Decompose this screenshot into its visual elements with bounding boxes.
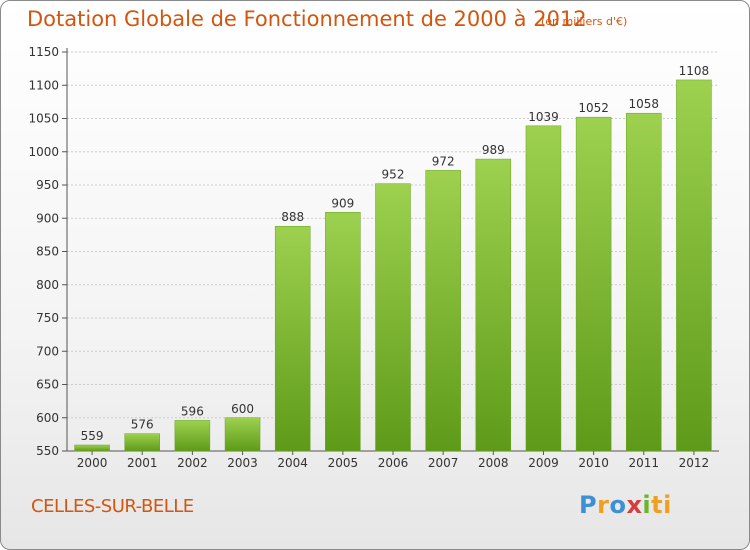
bar bbox=[425, 170, 461, 452]
x-tick-label: 2009 bbox=[528, 456, 559, 470]
y-tick-label: 750 bbox=[36, 311, 59, 325]
bar bbox=[626, 112, 662, 452]
chart-subtitle: (en milliers d'€) bbox=[541, 15, 628, 28]
bar bbox=[325, 212, 361, 452]
y-tick-label: 900 bbox=[36, 211, 59, 225]
x-tick-label: 2006 bbox=[378, 456, 409, 470]
data-label: 989 bbox=[482, 143, 505, 157]
bar bbox=[174, 420, 211, 452]
y-tick-label: 950 bbox=[36, 178, 59, 192]
labels: 550 600 650 700 750 800 850 900 950 1000 1050 1100 1… bbox=[28, 45, 709, 470]
data-label: 1039 bbox=[528, 110, 559, 124]
x-tick-label: 2008 bbox=[478, 456, 509, 470]
x-tick-label: 2012 bbox=[679, 456, 710, 470]
data-label: 972 bbox=[432, 154, 455, 168]
data-label: 1108 bbox=[679, 64, 710, 78]
proxiti-logo: Proxiti bbox=[579, 491, 672, 519]
bar bbox=[74, 444, 110, 452]
data-label: 596 bbox=[181, 404, 204, 418]
bar bbox=[525, 125, 562, 452]
bar bbox=[475, 158, 512, 452]
y-tick-label: 700 bbox=[36, 344, 59, 358]
x-tick-label: 2005 bbox=[328, 456, 359, 470]
x-tick-label: 2001 bbox=[127, 456, 158, 470]
y-tick-label: 650 bbox=[36, 378, 59, 392]
bar bbox=[375, 183, 411, 452]
bar bbox=[274, 225, 311, 452]
bars bbox=[74, 79, 712, 452]
x-tick-label: 2004 bbox=[277, 456, 308, 470]
chart-title: Dotation Globale de Fonctionnement de 20… bbox=[27, 7, 587, 31]
commune-name: CELLES-SUR-BELLE bbox=[31, 496, 194, 517]
data-label: 600 bbox=[231, 402, 254, 416]
y-tick-label: 1000 bbox=[28, 145, 59, 159]
y-tick-label: 800 bbox=[36, 278, 59, 292]
bar bbox=[575, 116, 612, 452]
data-label: 1052 bbox=[578, 101, 609, 115]
y-tick-label: 550 bbox=[36, 444, 59, 458]
y-tick-label: 1100 bbox=[28, 78, 59, 92]
data-label: 1058 bbox=[628, 97, 659, 111]
bar bbox=[676, 79, 712, 452]
x-tick-label: 2010 bbox=[578, 456, 609, 470]
y-tick-label: 850 bbox=[36, 245, 59, 259]
data-label: 576 bbox=[131, 418, 154, 432]
bar bbox=[224, 417, 261, 452]
x-tick-label: 2011 bbox=[628, 456, 659, 470]
x-tick-label: 2002 bbox=[177, 456, 208, 470]
data-label: 952 bbox=[382, 168, 405, 182]
x-tick-label: 2003 bbox=[227, 456, 258, 470]
y-tick-label: 1050 bbox=[28, 112, 59, 126]
data-label: 559 bbox=[81, 429, 104, 443]
x-tick-label: 2007 bbox=[428, 456, 459, 470]
data-label: 888 bbox=[281, 210, 304, 224]
y-tick-label: 1150 bbox=[28, 45, 59, 59]
y-tick-label: 600 bbox=[36, 411, 59, 425]
x-tick-label: 2000 bbox=[77, 456, 108, 470]
bar bbox=[124, 433, 160, 452]
data-label: 909 bbox=[331, 196, 354, 210]
